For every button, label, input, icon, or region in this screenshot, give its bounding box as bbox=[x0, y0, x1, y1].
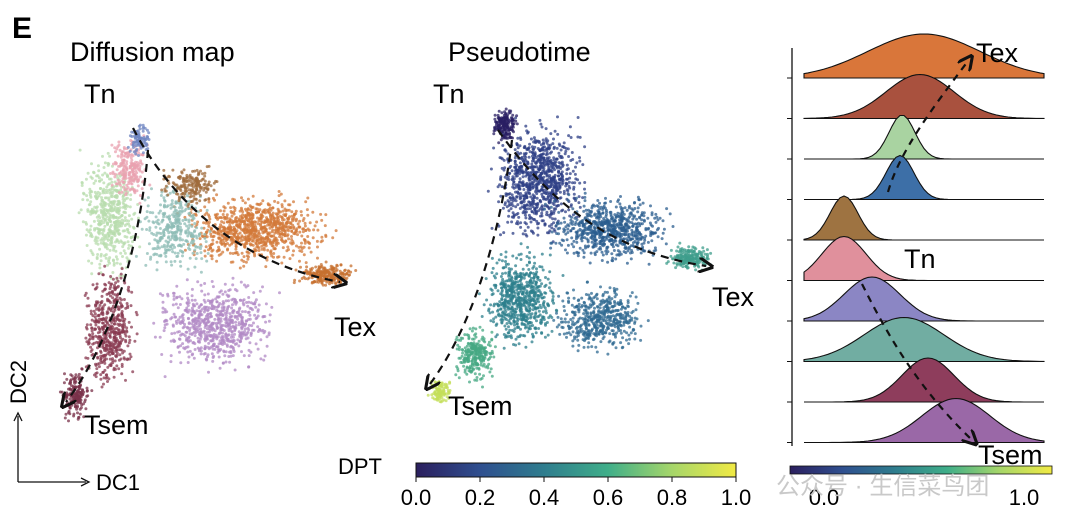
pseudotime-label-tn: Tn bbox=[433, 79, 465, 109]
diffusion-cell-cluster bbox=[109, 134, 152, 205]
dc1-axis-arrow bbox=[80, 477, 91, 487]
ridge-density-7 bbox=[803, 316, 1045, 363]
dpt-tick-label: 0.8 bbox=[657, 485, 688, 510]
diffusion-trajectory-to-tsem bbox=[66, 149, 150, 402]
ridge-panel: Tex Tn Tsem 0.0 1.0 bbox=[787, 33, 1053, 510]
dpt-tick-label: 1.0 bbox=[721, 485, 752, 510]
ridge-label-tn: Tn bbox=[904, 244, 936, 274]
pseudotime-trajectory-to-tsem bbox=[430, 139, 514, 384]
pseudotime-cell-cluster bbox=[477, 242, 565, 350]
dpt-colorbar-label: DPT bbox=[338, 454, 382, 479]
diffusion-label-tn: Tn bbox=[84, 79, 116, 109]
ridge-densities bbox=[787, 33, 1045, 444]
pseudotime-label-tex: Tex bbox=[712, 282, 755, 312]
ridge-density-4 bbox=[803, 195, 1044, 241]
dpt-colorbar-ticks: 0.0 0.2 0.4 0.6 0.8 1.0 bbox=[401, 477, 752, 510]
ridge-tick-label: 0.0 bbox=[809, 485, 840, 510]
pseudotime-cell-cluster bbox=[454, 325, 497, 389]
ridge-density-6 bbox=[803, 276, 1044, 322]
pseudotime-trajectory-to-tex bbox=[497, 129, 706, 266]
ridge-density-1 bbox=[803, 73, 1045, 120]
ridge-arrow-down bbox=[861, 283, 972, 440]
diffusion-map-title: Diffusion map bbox=[70, 37, 235, 67]
ridge-arrow-up bbox=[886, 61, 968, 193]
panel-letter: E bbox=[12, 12, 32, 45]
pseudotime-cell-cluster bbox=[492, 107, 519, 145]
diffusion-trajectory-to-tex bbox=[132, 127, 340, 282]
ridge-density-2 bbox=[804, 114, 1044, 160]
pseudotime-cloud bbox=[426, 107, 713, 404]
dpt-tick-label: 0.2 bbox=[465, 485, 496, 510]
dc2-axis-label: DC2 bbox=[6, 360, 31, 404]
diffusion-cell-cluster bbox=[134, 185, 212, 274]
diffusion-cell-cluster bbox=[126, 123, 151, 157]
ridge-density-8 bbox=[804, 357, 1044, 403]
ridge-density-5 bbox=[803, 235, 1044, 282]
diffusion-label-tex: Tex bbox=[334, 312, 377, 342]
dpt-tick-label: 0.4 bbox=[529, 485, 560, 510]
diffusion-map-panel: Diffusion map Tn Tex Tsem DC2 DC1 bbox=[6, 37, 377, 495]
diffusion-cell-cluster bbox=[160, 164, 219, 208]
pseudotime-cell-cluster bbox=[665, 241, 713, 272]
diffusion-label-tsem: Tsem bbox=[84, 410, 149, 440]
pseudotime-label-tsem: Tsem bbox=[448, 391, 513, 421]
diffusion-cell-cluster bbox=[80, 264, 139, 389]
ridge-tick-label: 1.0 bbox=[1009, 485, 1040, 510]
pseudotime-panel: Pseudotime Tn Tex Tsem DPT 0.0 0.2 0.4 0.6 0… bbox=[338, 37, 755, 510]
dpt-tick-label: 0.0 bbox=[401, 485, 432, 510]
ridge-label-tex: Tex bbox=[976, 38, 1019, 68]
ridge-density-0 bbox=[803, 33, 1045, 79]
pseudotime-title: Pseudotime bbox=[448, 37, 591, 67]
dc2-axis-arrow bbox=[13, 411, 23, 422]
ridge-density-9 bbox=[804, 397, 1045, 444]
dc1-axis-label: DC1 bbox=[96, 470, 140, 495]
diffusion-cell-cluster bbox=[152, 276, 281, 379]
diffusion-cell-cluster bbox=[77, 148, 145, 282]
diffusion-map-cloud bbox=[58, 123, 358, 423]
watermark: 公众号 · 生信菜鸟团 bbox=[776, 473, 989, 500]
ridge-density-3 bbox=[804, 154, 1044, 201]
dpt-colorbar bbox=[415, 462, 737, 478]
ridge-colorbar bbox=[789, 465, 1053, 475]
ridge-label-tsem: Tsem bbox=[978, 440, 1043, 470]
pseudotime-cell-cluster bbox=[552, 280, 650, 356]
ridge-x-ticks: 0.0 1.0 bbox=[809, 485, 1040, 510]
dpt-tick-label: 0.6 bbox=[593, 485, 624, 510]
